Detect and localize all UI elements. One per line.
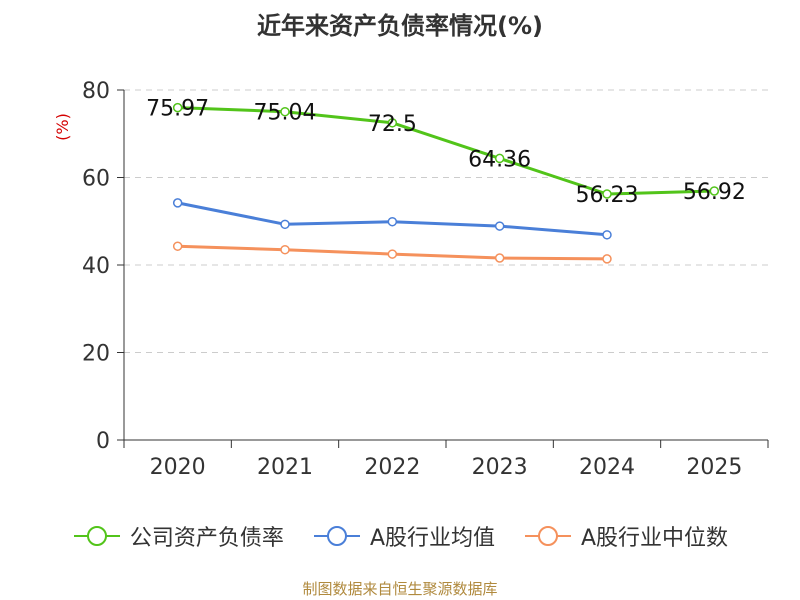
data-point bbox=[280, 219, 290, 230]
data-point bbox=[387, 118, 398, 128]
data-point bbox=[172, 198, 183, 208]
y-tick-label: 0 bbox=[96, 429, 110, 454]
legend-item-company[interactable]: 公司资产负债率 bbox=[72, 520, 284, 552]
data-point bbox=[280, 244, 290, 255]
legend-label-industry-median: A股行业中位数 bbox=[581, 526, 729, 551]
data-point bbox=[494, 221, 505, 231]
data-point bbox=[172, 102, 183, 113]
data-label: 56.23 bbox=[576, 183, 639, 208]
data-label: 72.5 bbox=[368, 112, 417, 137]
series-line-0 bbox=[177, 106, 715, 196]
data-label: 75.04 bbox=[254, 101, 317, 126]
y-axis-label: (%) bbox=[53, 113, 72, 141]
x-tick-label: 2025 bbox=[686, 455, 742, 480]
data-label: 56.92 bbox=[683, 180, 746, 205]
x-tick-label: 2023 bbox=[472, 455, 528, 480]
chart-legend: 公司资产负债率 A股行业均值 A股行业中位数 bbox=[0, 518, 800, 554]
data-point bbox=[494, 253, 505, 263]
legend-symbol-industry-median bbox=[525, 526, 571, 546]
legend-label-company: 公司资产负债率 bbox=[129, 526, 284, 551]
x-tick-label: 2020 bbox=[150, 455, 206, 480]
x-tick-label: 2021 bbox=[257, 455, 313, 480]
data-point bbox=[494, 153, 505, 164]
data-point bbox=[387, 249, 398, 259]
y-tick-label: 20 bbox=[82, 342, 110, 367]
x-tick-label: 2022 bbox=[364, 455, 420, 480]
data-point bbox=[602, 189, 612, 199]
y-tick-label: 40 bbox=[82, 254, 110, 279]
data-point bbox=[602, 254, 612, 264]
legend-symbol-industry-mean bbox=[313, 526, 360, 546]
data-point bbox=[280, 106, 290, 117]
line-chart: 0 20 40 60 80 2020 2021 2022 2023 2024 2025 (%) 75.9… bbox=[53, 79, 769, 480]
data-label: 75.97 bbox=[146, 97, 209, 122]
y-tick-label: 60 bbox=[82, 167, 110, 192]
chart-title: 近年来资产负债率情况(%) bbox=[257, 12, 543, 40]
legend-symbol-company bbox=[73, 526, 120, 546]
x-tick-label: 2024 bbox=[579, 455, 635, 480]
data-point bbox=[172, 241, 183, 251]
data-point bbox=[387, 216, 398, 227]
y-tick-label: 80 bbox=[82, 79, 110, 104]
data-label: 64.36 bbox=[468, 147, 531, 172]
data-point bbox=[602, 230, 612, 240]
legend-label-industry-mean: A股行业均值 bbox=[369, 526, 495, 551]
data-source-note: 制图数据来自恒生聚源数据库 bbox=[302, 580, 498, 598]
data-point bbox=[709, 186, 720, 196]
legend-item-industry-mean[interactable]: A股行业均值 bbox=[312, 520, 495, 552]
legend-item-industry-median[interactable]: A股行业中位数 bbox=[523, 520, 728, 552]
